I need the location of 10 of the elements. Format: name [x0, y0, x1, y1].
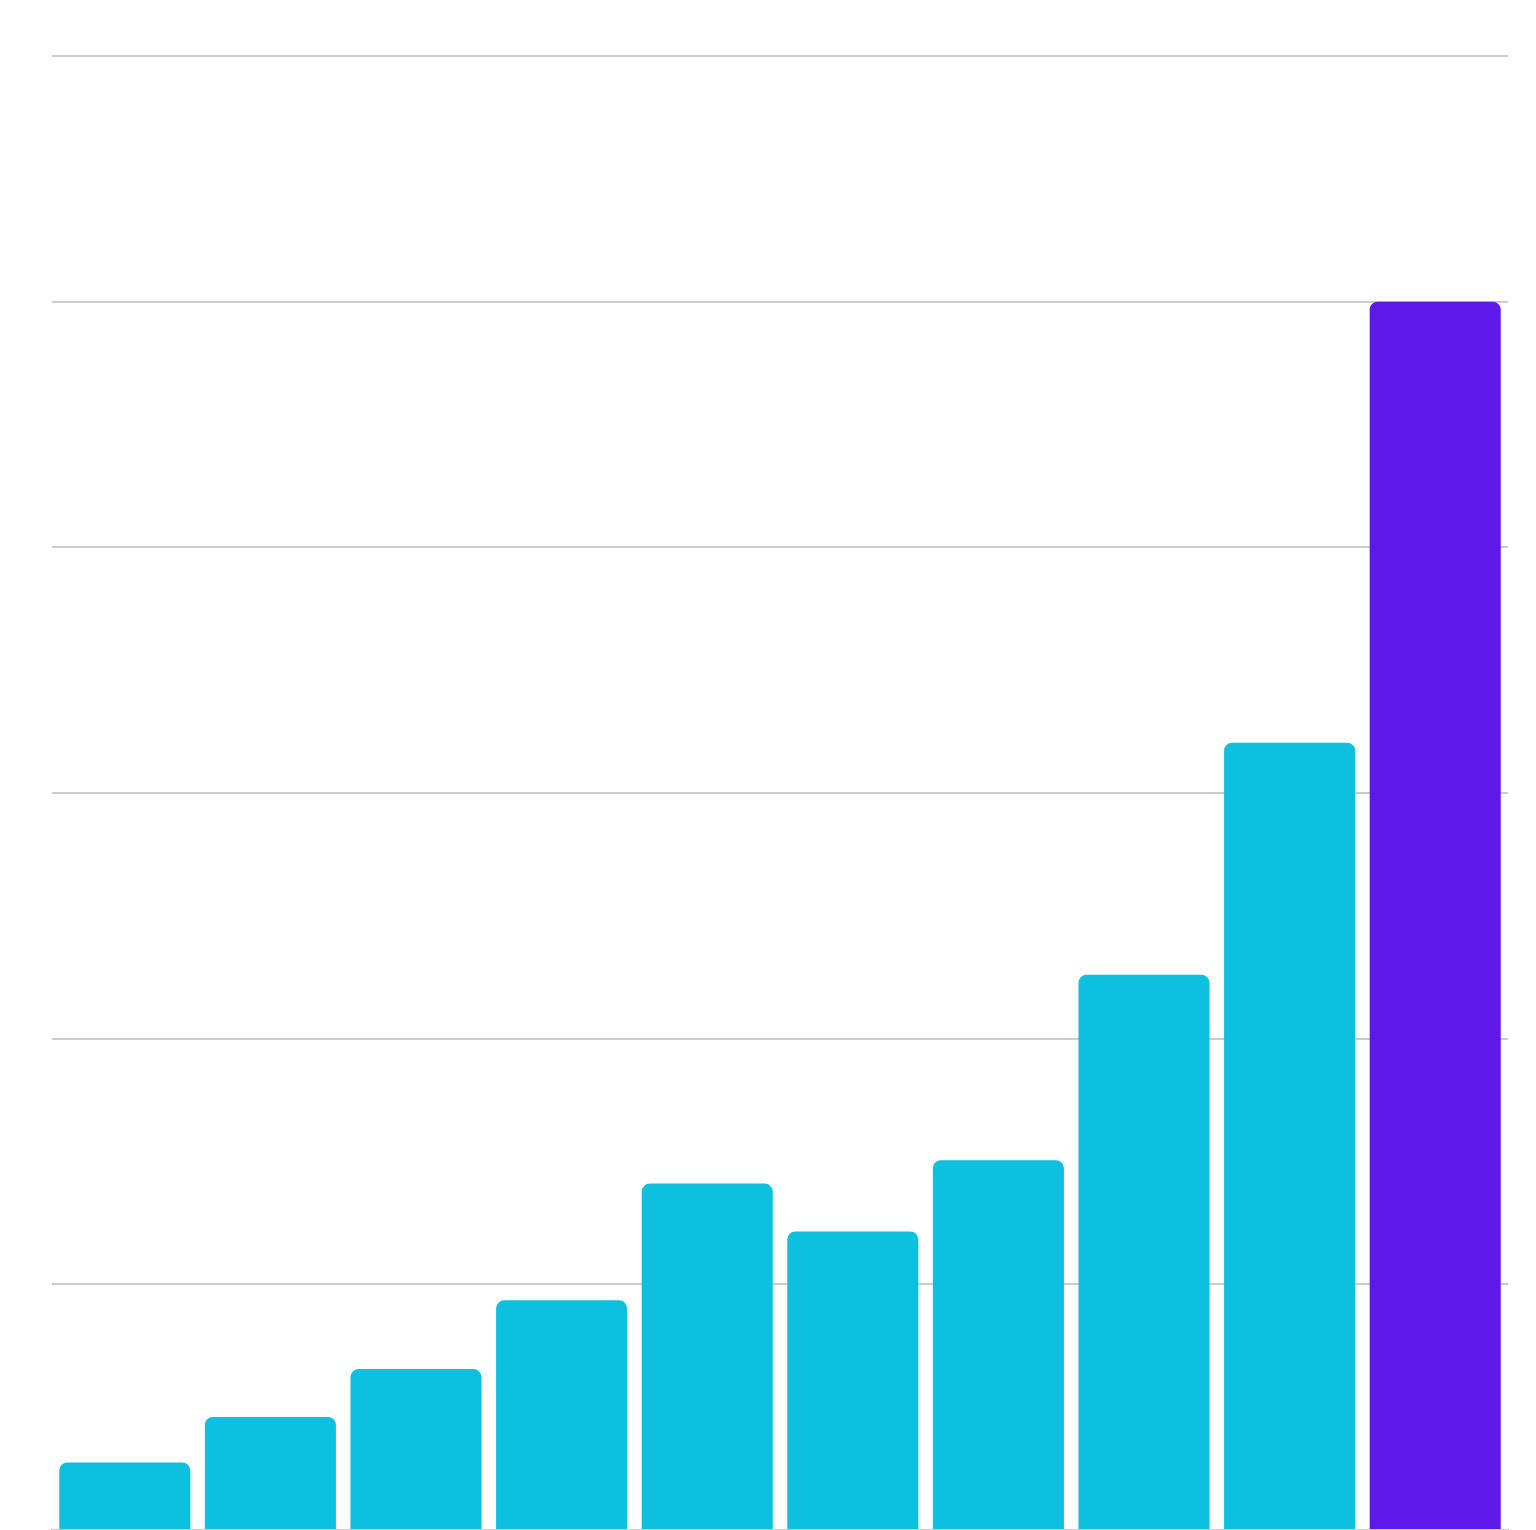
bar: [932, 1160, 1064, 1529]
bar: [496, 1300, 628, 1529]
bar: [1224, 742, 1356, 1529]
bar: [1369, 301, 1501, 1529]
bar: [787, 1231, 919, 1529]
bar: [59, 1462, 191, 1529]
bar: [204, 1416, 336, 1529]
bar: [1078, 974, 1210, 1529]
bar: [641, 1183, 773, 1529]
bar: [350, 1369, 482, 1529]
